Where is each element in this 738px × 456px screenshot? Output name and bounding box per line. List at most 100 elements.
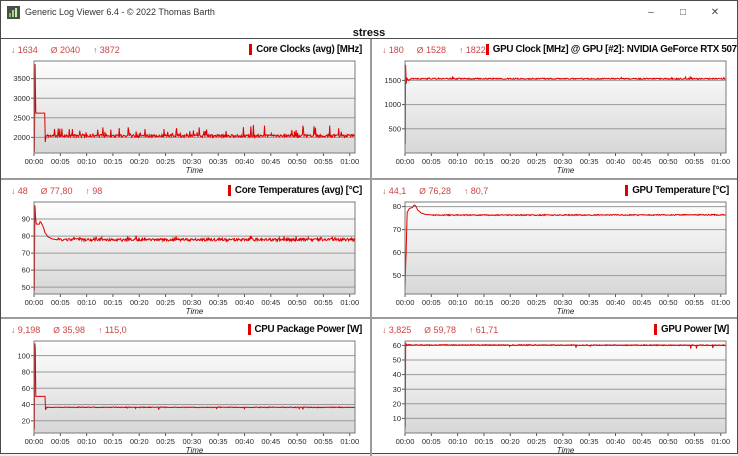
svg-text:00:30: 00:30 bbox=[182, 437, 201, 446]
svg-text:60: 60 bbox=[22, 266, 30, 275]
chart-legend: Core Temperatures (avg) [°C] bbox=[227, 185, 362, 196]
svg-text:Time: Time bbox=[186, 307, 204, 316]
chart-stats: ↓ 3,825 Ø 59,78 ↑ 61,71 bbox=[382, 325, 498, 335]
page-title: stress bbox=[352, 27, 386, 39]
chart-canvas-gpu-clock: 500 1000 1500 00:00 00:05 00:10 00:15 00:20 00:2… bbox=[384, 60, 730, 175]
maximize-button[interactable]: □ bbox=[679, 6, 687, 18]
svg-text:00:10: 00:10 bbox=[77, 157, 96, 166]
charts-grid: ↓ 1634 Ø 2040 ↑ 3872 Core Clocks (avg) [… bbox=[1, 38, 737, 456]
svg-text:Time: Time bbox=[186, 166, 204, 175]
avg-icon: Ø bbox=[424, 324, 431, 335]
avg-icon: Ø bbox=[419, 185, 426, 196]
svg-text:00:20: 00:20 bbox=[130, 157, 149, 166]
stat-avg-value: 35,98 bbox=[62, 324, 85, 335]
series-color-marker bbox=[249, 44, 253, 55]
svg-text:00:40: 00:40 bbox=[606, 437, 625, 446]
close-button[interactable]: ✕ bbox=[710, 6, 720, 18]
svg-text:00:00: 00:00 bbox=[396, 298, 415, 307]
svg-text:00:15: 00:15 bbox=[475, 298, 494, 307]
svg-text:00:55: 00:55 bbox=[314, 157, 333, 166]
svg-text:80: 80 bbox=[22, 368, 30, 377]
svg-text:500: 500 bbox=[388, 124, 401, 133]
avg-icon: Ø bbox=[53, 324, 60, 335]
stat-max: ↑ 98 bbox=[85, 186, 102, 196]
chart-title: GPU Clock [MHz] @ GPU [#2]: NVIDIA GeFor… bbox=[492, 44, 737, 55]
svg-text:00:05: 00:05 bbox=[422, 157, 441, 166]
chart-stats: ↓ 44,1 Ø 76,28 ↑ 80,7 bbox=[382, 186, 488, 196]
svg-text:00:20: 00:20 bbox=[130, 437, 149, 446]
svg-text:00:20: 00:20 bbox=[130, 298, 149, 307]
svg-text:00:30: 00:30 bbox=[553, 437, 572, 446]
series-color-marker bbox=[247, 324, 251, 335]
svg-text:2000: 2000 bbox=[13, 133, 30, 142]
svg-text:00:50: 00:50 bbox=[288, 157, 307, 166]
chart-canvas-core-temperatures: 50 60 70 80 90 00:00 00:05 00:10 00:15 00:20 00:25… bbox=[22, 201, 359, 316]
svg-text:00:15: 00:15 bbox=[104, 157, 123, 166]
chart-title: GPU Temperature [°C] bbox=[632, 185, 729, 196]
chart-panel-core-temperatures: ↓ 48 Ø 77,80 ↑ 98 Core Temperatures (avg… bbox=[1, 178, 370, 317]
svg-text:01:00: 01:00 bbox=[711, 298, 730, 307]
min-arrow-icon: ↓ bbox=[382, 44, 387, 55]
min-arrow-icon: ↓ bbox=[11, 324, 16, 335]
chart-canvas-cpu-package-power: 20 40 60 80 100 00:00 00:05 00:10 00:15 00:20 00:2… bbox=[17, 340, 359, 455]
svg-text:00:45: 00:45 bbox=[632, 437, 651, 446]
window-controls: – □ ✕ bbox=[635, 2, 731, 22]
stat-min-value: 44,1 bbox=[388, 185, 407, 196]
svg-text:00:20: 00:20 bbox=[501, 298, 520, 307]
svg-text:00:05: 00:05 bbox=[422, 437, 441, 446]
stat-avg-value: 2040 bbox=[59, 44, 80, 55]
svg-text:2500: 2500 bbox=[13, 113, 30, 122]
chart-legend: GPU Power [W] bbox=[654, 324, 729, 335]
stat-min: ↓ 1634 bbox=[11, 45, 38, 55]
minimize-button[interactable]: – bbox=[648, 6, 654, 18]
stat-avg: Ø 77,80 bbox=[41, 186, 73, 196]
stat-max: ↑ 3872 bbox=[93, 45, 120, 55]
svg-text:00:05: 00:05 bbox=[51, 437, 70, 446]
stat-max-value: 1822 bbox=[465, 44, 486, 55]
svg-text:00:10: 00:10 bbox=[77, 298, 96, 307]
max-arrow-icon: ↑ bbox=[92, 44, 98, 55]
svg-text:00:25: 00:25 bbox=[527, 157, 546, 166]
svg-text:10: 10 bbox=[393, 414, 401, 423]
chart-panel-gpu-power: ↓ 3,825 Ø 59,78 ↑ 61,71 GPU Power [W] 10… bbox=[370, 317, 737, 456]
svg-text:00:25: 00:25 bbox=[527, 298, 546, 307]
svg-text:70: 70 bbox=[22, 249, 30, 258]
stat-min: ↓ 3,825 bbox=[382, 325, 411, 335]
avg-icon: Ø bbox=[40, 185, 48, 196]
chart-panel-gpu-clock: ↓ 180 Ø 1528 ↑ 1822 GPU Clock [MHz] @ GP… bbox=[370, 39, 737, 178]
chart-stats: ↓ 48 Ø 77,80 ↑ 98 bbox=[11, 186, 102, 196]
chart-title: Core Temperatures (avg) [°C] bbox=[234, 185, 362, 196]
chart-legend: GPU Temperature [°C] bbox=[625, 185, 729, 196]
svg-text:00:30: 00:30 bbox=[553, 298, 572, 307]
stat-min-value: 48 bbox=[17, 185, 28, 196]
chart-legend: Core Clocks (avg) [MHz] bbox=[249, 44, 362, 55]
stat-min: ↓ 44,1 bbox=[382, 186, 406, 196]
stat-min-value: 1634 bbox=[17, 44, 38, 55]
svg-text:00:55: 00:55 bbox=[314, 298, 333, 307]
stat-avg-value: 76,28 bbox=[428, 185, 451, 196]
svg-text:00:10: 00:10 bbox=[448, 157, 467, 166]
svg-text:100: 100 bbox=[17, 351, 30, 360]
svg-text:00:35: 00:35 bbox=[209, 437, 228, 446]
svg-text:70: 70 bbox=[393, 225, 401, 234]
svg-text:00:05: 00:05 bbox=[51, 298, 70, 307]
svg-text:00:50: 00:50 bbox=[659, 298, 678, 307]
series-color-marker bbox=[227, 185, 231, 196]
svg-text:00:40: 00:40 bbox=[606, 157, 625, 166]
max-arrow-icon: ↑ bbox=[463, 185, 469, 196]
chart-title: GPU Power [W] bbox=[661, 324, 729, 335]
max-arrow-icon: ↑ bbox=[468, 324, 474, 335]
stat-min-value: 3,825 bbox=[388, 324, 412, 335]
max-arrow-icon: ↑ bbox=[97, 324, 103, 335]
svg-text:00:45: 00:45 bbox=[632, 298, 651, 307]
svg-text:00:45: 00:45 bbox=[261, 298, 280, 307]
svg-text:20: 20 bbox=[22, 416, 30, 425]
stat-min: ↓ 180 bbox=[382, 45, 404, 55]
avg-icon: Ø bbox=[416, 44, 424, 55]
stat-avg: Ø 76,28 bbox=[419, 186, 451, 196]
svg-text:00:45: 00:45 bbox=[632, 157, 651, 166]
chart-canvas-gpu-temperature: 50 60 70 80 00:00 00:05 00:10 00:15 00:20 00:25 00… bbox=[393, 201, 730, 316]
svg-text:00:20: 00:20 bbox=[501, 157, 520, 166]
svg-text:00:50: 00:50 bbox=[288, 437, 307, 446]
